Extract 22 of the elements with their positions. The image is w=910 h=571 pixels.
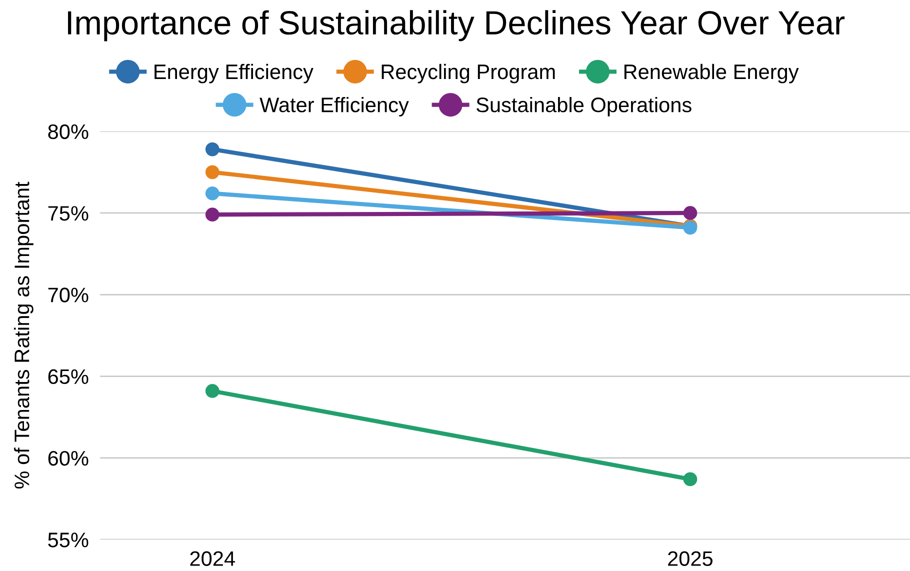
legend-label: Recycling Program bbox=[382, 64, 555, 84]
y-axis-title: % of Tenants Rating as Important bbox=[14, 182, 34, 489]
point bbox=[205, 165, 220, 180]
legend-label: Renewable Energy bbox=[624, 64, 799, 84]
chart-title: Importance of Sustainability Declines Year Over Year bbox=[68, 10, 845, 42]
point bbox=[205, 208, 220, 222]
point bbox=[205, 384, 220, 398]
y-tick-label: 75% bbox=[48, 206, 88, 221]
y-tick-label: 65% bbox=[48, 369, 88, 384]
point bbox=[683, 472, 698, 486]
y-tick-label: 55% bbox=[48, 532, 88, 548]
legend-label: Water Efficiency bbox=[260, 97, 409, 116]
point bbox=[205, 186, 220, 200]
point bbox=[205, 142, 220, 156]
x-tick-label: 2025 bbox=[668, 551, 713, 566]
y-tick-label: 80% bbox=[48, 124, 88, 140]
y-tick-label: 60% bbox=[48, 450, 88, 466]
point bbox=[683, 206, 698, 220]
legend-label: Sustainable Operations bbox=[476, 97, 692, 116]
x-tick-label: 2024 bbox=[190, 551, 235, 566]
y-tick-label: 70% bbox=[48, 288, 88, 302]
legend-label: Energy Efficiency bbox=[154, 64, 314, 84]
